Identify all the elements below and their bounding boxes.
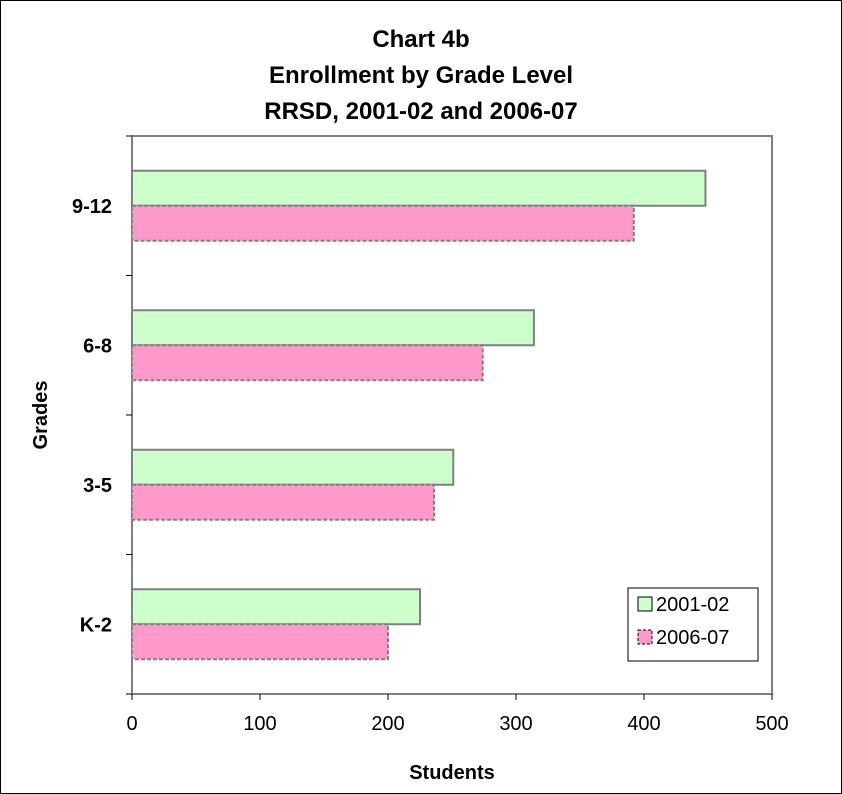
x-tick-label: 0	[126, 713, 137, 735]
bar-3-5-2006-07	[131, 483, 436, 521]
category-label-K-2: K-2	[80, 614, 112, 636]
bar-3-5-2001-02	[131, 448, 455, 486]
bar-K-2-2006-07	[131, 623, 389, 661]
bar-9-12-2006-07	[131, 204, 635, 242]
x-tick-label: 100	[243, 713, 276, 735]
bar-6-8-2006-07	[131, 344, 484, 382]
chart-title-line-3: RRSD, 2001-02 and 2006-07	[264, 98, 578, 125]
x-tick-label: 400	[627, 713, 660, 735]
chart-title-line-1: Chart 4b	[372, 26, 469, 53]
legend-swatch-2006-07	[637, 629, 653, 645]
bar-K-2-2001-02	[131, 588, 421, 626]
category-label-6-8: 6-8	[83, 335, 112, 357]
y-axis-title: Grades	[30, 381, 52, 450]
legend-label-2006-07: 2006-07	[656, 627, 729, 649]
x-axis-title: Students	[409, 762, 495, 784]
category-label-3-5: 3-5	[83, 475, 112, 497]
legend-label-2001-02: 2001-02	[656, 594, 729, 616]
category-label-9-12: 9-12	[72, 196, 112, 218]
bar-9-12-2001-02	[131, 169, 707, 207]
chart-title: Chart 4b Enrollment by Grade Level RRSD,…	[264, 26, 578, 125]
x-tick-label: 200	[371, 713, 404, 735]
x-tick-label: 300	[499, 713, 532, 735]
chart-title-line-2: Enrollment by Grade Level	[269, 62, 573, 89]
axes-layer: 0 100 200 300 400 500 9-12 6-8 3-5 K-2	[72, 135, 789, 735]
bar-6-8-2001-02	[131, 309, 535, 347]
x-tick-label: 500	[755, 713, 788, 735]
legend-swatch-2001-02	[637, 596, 653, 612]
bars-layer	[131, 169, 707, 661]
legend: 2001-02 2006-07	[627, 587, 759, 662]
